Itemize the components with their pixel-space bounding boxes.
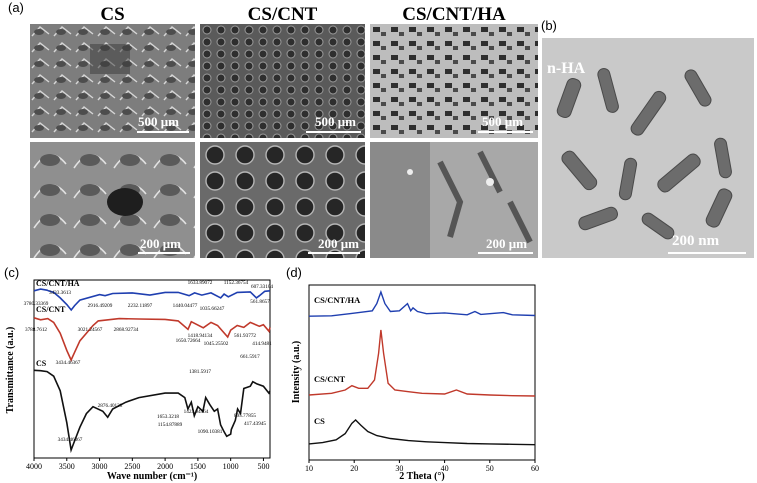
ftir-x-label: Wave number (cm⁻¹) [107, 471, 197, 482]
ftir-peak-label: 3434.46367 [56, 360, 81, 366]
ftir-peak-label: 414.9481 [252, 341, 272, 347]
xrd-series-cs-cnt-ha [308, 289, 536, 317]
ftir-peak-label: 1381.5917 [189, 369, 211, 375]
ftir-peak-label: 1154.87889 [158, 422, 183, 428]
xrd-series-cs-cnt [308, 329, 536, 397]
ftir-y-label: Transmittance (a.u.) [5, 327, 16, 414]
ftir-peak-label: 561.93772 [234, 333, 256, 339]
scale-bar-5 [308, 252, 360, 254]
ftir-x-tick-label: 3000 [92, 462, 108, 471]
scale-label-2: 500 μm [315, 114, 356, 129]
xrd-series-cs [308, 419, 536, 446]
scale-bar-4 [138, 252, 190, 254]
ftir-peak-label: 1633.89072 [188, 280, 213, 286]
xrd-series-label-cs: CS [314, 416, 325, 426]
ftir-x-tick-label: 2500 [124, 462, 140, 471]
ftir-peak-label: 2876.40138 [98, 403, 123, 409]
ftir-peak-label: 417.43945 [244, 421, 266, 427]
scale-bar-3 [478, 131, 533, 133]
ftir-plot-frame [33, 279, 271, 459]
xrd-x-tick-label: 20 [350, 464, 358, 473]
column-title-cs-cnt-ha: CS/CNT/HA [402, 4, 506, 25]
xrd-x-tick-label: 30 [395, 464, 403, 473]
xrd-x-tick-label: 10 [305, 464, 313, 473]
ftir-x-tick-label: 1500 [190, 462, 206, 471]
ftir-x-tick-label: 500 [257, 462, 269, 471]
ftir-peak-label: 1440.04477 [173, 303, 198, 309]
column-title-cs-cnt: CS/CNT [247, 4, 318, 25]
ftir-peak-label: 1423.94464 [184, 409, 209, 415]
ftir-peak-label: 1045.25502 [204, 341, 229, 347]
ftir-peak-label: 1090.10381 [198, 429, 223, 435]
column-title-cs: CS [100, 4, 125, 25]
ftir-peak-label: 3021.24567 [78, 327, 103, 333]
ftir-chart: 4000 3500 3000 2500 2000 1500 1000 500 CS/CNT/H… [5, 279, 273, 482]
xrd-x-label: 2 Theta (°) [399, 471, 444, 482]
ftir-series-label-cs-cnt-ha: CS/CNT/HA [36, 279, 80, 288]
ftir-peak-label: 1418.94134 [188, 333, 213, 339]
ftir-peak-label: 895.77855 [234, 413, 256, 419]
xrd-y-label: Intensity (a.u.) [291, 341, 302, 404]
sem-image-cs-cnt-ha-high [370, 142, 538, 258]
scale-label-6: 200 μm [486, 236, 527, 251]
ftir-peak-label: 607.33104 [251, 284, 273, 290]
sem-image-cs-cnt-ha-low [370, 24, 538, 138]
ftir-peak-label: 561.8657 [250, 299, 270, 305]
ftir-peak-label: 661.5917 [240, 354, 260, 360]
ftir-peak-label: 1650.72664 [176, 338, 201, 344]
ftir-peak-label: 3434.46367 [58, 437, 83, 443]
ftir-peak-label: 1152.36754 [224, 280, 249, 286]
tem-label: n-HA [547, 60, 586, 77]
ftir-peak-label: 3788.7612 [25, 327, 47, 333]
ftir-series-cs [33, 369, 271, 454]
panel-a-letter: (a) [8, 0, 24, 15]
xrd-chart: 10 20 30 40 50 60 CS/CNT/HA CS/CNT CS 2 Theta (… [291, 284, 539, 482]
xrd-series-label-cs-cnt: CS/CNT [314, 374, 346, 384]
ftir-peak-label: 2232.11897 [128, 303, 153, 309]
scale-label-3: 500 μm [482, 114, 523, 129]
xrd-plot-frame [308, 284, 536, 461]
ftir-series-cs-cnt [33, 317, 271, 362]
scale-bar-6 [478, 252, 533, 254]
xrd-x-tick-label: 40 [441, 464, 449, 473]
scale-label-1: 500 μm [138, 114, 179, 129]
ftir-x-tick-label: 3500 [59, 462, 75, 471]
panel-d-letter: (d) [286, 265, 302, 280]
xrd-x-tick-label: 60 [531, 464, 539, 473]
scale-bar-1 [137, 131, 189, 133]
scale-label-5: 200 μm [318, 236, 359, 251]
tem-scale-label: 200 nm [672, 233, 720, 249]
ftir-peak-label: 1653.3218 [157, 414, 179, 420]
panel-c-letter: (c) [4, 265, 20, 280]
tem-image-n-ha [542, 38, 754, 258]
sem-image-cs-cnt-high [200, 142, 365, 258]
sem-image-cs-high [30, 142, 195, 258]
ftir-peak-label: 1035.66247 [200, 306, 225, 312]
ftir-peak-label: 3433.3613 [49, 290, 71, 296]
ftir-x-tick-label: 1000 [223, 462, 239, 471]
ftir-x-tick-label: 4000 [26, 462, 42, 471]
ftir-peak-label: 3780.33369 [24, 301, 49, 307]
ftir-series-label-cs-cnt: CS/CNT [36, 305, 66, 314]
ftir-series-cs-cnt-ha [33, 288, 271, 312]
ftir-series-label-cs: CS [36, 359, 47, 368]
ftir-peak-label: 2916.49209 [88, 303, 113, 309]
sem-image-cs-low [30, 24, 195, 138]
ftir-peak-label: 2868.92734 [114, 327, 139, 333]
tem-scale-bar [668, 252, 746, 254]
xrd-x-tick-label: 50 [486, 464, 494, 473]
xrd-series-label-cs-cnt-ha: CS/CNT/HA [314, 295, 361, 305]
scale-label-4: 200 μm [140, 236, 181, 251]
sem-image-cs-cnt-low [200, 24, 365, 138]
scale-bar-2 [306, 131, 361, 133]
ftir-x-tick-label: 2000 [157, 462, 173, 471]
panel-b-letter: (b) [541, 18, 557, 33]
